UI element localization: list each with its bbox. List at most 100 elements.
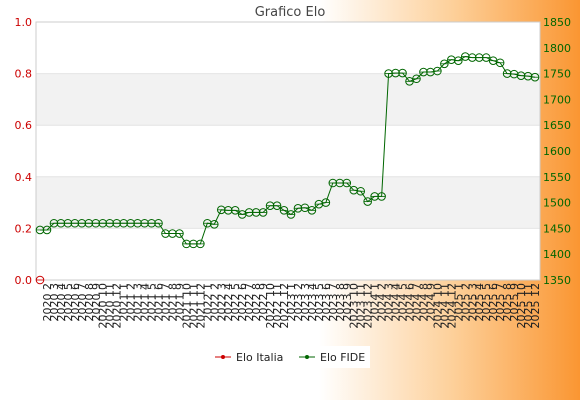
x-tick-label: 2023 12 — [362, 283, 375, 329]
x-tick-label: 2023 2 — [292, 283, 305, 322]
left-tick-label: 0.6 — [15, 119, 33, 132]
x-tick-label: 2020 12 — [111, 283, 124, 329]
x-tick-label: 2023 8 — [334, 283, 347, 322]
x-tick-label: 2025 10 — [515, 283, 528, 329]
legend-box — [210, 346, 370, 368]
x-tick-label: 2022 8 — [250, 283, 263, 322]
x-tick-label: 2024 12 — [445, 283, 458, 329]
x-tick-label: 2022 11 — [271, 283, 284, 329]
x-tick-label: 2022 2 — [208, 283, 221, 322]
x-tick-label: 2023 7 — [327, 283, 340, 322]
x-tick-label: 2024 7 — [410, 283, 423, 322]
x-tick-label: 2024 6 — [404, 283, 417, 322]
x-tick-label: 2024 5 — [397, 283, 410, 322]
x-tick-label: 2021 7 — [159, 283, 172, 322]
grid-bands — [36, 21, 540, 281]
x-tick-label: 2025 11 — [522, 283, 535, 329]
x-tick-label: 2023 3 — [299, 283, 312, 322]
x-tick-label: 2025 9 — [508, 283, 521, 322]
x-tick-label: 2022 10 — [264, 283, 277, 329]
x-tick-label: 2022 5 — [229, 283, 242, 322]
right-tick-label: 1350 — [543, 274, 571, 287]
x-tick-label: 2024 3 — [383, 283, 396, 322]
x-tick-label: 2024 8 — [417, 283, 430, 322]
x-tick-label: 2023 5 — [313, 283, 326, 322]
right-tick-label: 1450 — [543, 222, 571, 235]
left-tick-label: 0.2 — [15, 222, 33, 235]
legend-marker-elo-italia — [221, 355, 225, 359]
x-tick-label: 2022 1 — [201, 283, 214, 322]
x-tick-label: 2020 8 — [83, 283, 96, 322]
right-tick-label: 1550 — [543, 171, 571, 184]
x-tick-label: 2021 8 — [166, 283, 179, 322]
plot-background — [36, 22, 540, 280]
x-tick-label: 2021 12 — [194, 283, 207, 329]
x-tick-label: 2025 5 — [480, 283, 493, 322]
x-tick-label: 2020 10 — [97, 283, 110, 329]
x-tick-label: 2020 2 — [41, 283, 54, 322]
x-tick-label: 2020 5 — [62, 283, 75, 322]
x-tick-label: 2025 7 — [494, 283, 507, 322]
x-tick-label: 2023 6 — [320, 283, 333, 322]
x-tick-label: 2024 11 — [438, 283, 451, 329]
x-tick-label: 2020 3 — [48, 283, 61, 322]
x-tick-label: 2023 11 — [355, 283, 368, 329]
x-tick-label: 2024 2 — [376, 283, 389, 322]
x-tick-label: 2020 9 — [90, 283, 103, 322]
plot-frame — [35, 21, 541, 281]
x-tick-label: 2021 1 — [118, 283, 131, 322]
x-tick-label: 2020 11 — [104, 283, 117, 329]
x-tick-label: 2025 1 — [452, 283, 465, 322]
x-tick-label: 2024 9 — [424, 283, 437, 322]
right-tick-label: 1600 — [543, 145, 571, 158]
x-tick-label: 2021 9 — [173, 283, 186, 322]
right-tick-label: 1400 — [543, 248, 571, 261]
legend-marker-elo-fide — [305, 355, 309, 359]
x-tick-label: 2020 4 — [55, 283, 68, 322]
x-tick-label: 2024 10 — [431, 283, 444, 329]
x-tick-label: 2024 4 — [390, 283, 403, 322]
x-tick-label: 2021 11 — [187, 283, 200, 329]
right-tick-label: 1700 — [543, 93, 571, 106]
x-tick-label: 2021 2 — [125, 283, 138, 322]
x-tick-label: 2023 9 — [341, 283, 354, 322]
right-tick-label: 1500 — [543, 197, 571, 210]
x-tick-label: 2021 4 — [139, 283, 152, 322]
x-tick-label: 2021 3 — [132, 283, 145, 322]
x-tick-label: 2022 6 — [236, 283, 249, 322]
legend-label-elo-italia: Elo Italia — [236, 351, 283, 364]
x-tick-label: 2025 12 — [529, 283, 542, 329]
x-tick-label: 2021 5 — [146, 283, 159, 322]
x-tick-label: 2020 6 — [69, 283, 82, 322]
x-tick-label: 2022 4 — [222, 283, 235, 322]
x-tick-label: 2022 3 — [215, 283, 228, 322]
right-tick-label: 1850 — [543, 16, 571, 29]
right-axis-ticks: 1350 1400 1450 1500 1550 1600 1650 1700 1750 1800… — [543, 16, 571, 287]
x-tick-label: 2025 3 — [466, 283, 479, 322]
series-layer — [35, 52, 540, 285]
left-tick-label: 0.8 — [15, 68, 33, 81]
grid-band-1 — [36, 73, 540, 126]
chart-title: Grafico Elo — [255, 5, 326, 20]
x-tick-label: 2023 4 — [306, 283, 319, 322]
grid-band-0 — [36, 176, 540, 229]
x-tick-label: 2023 1 — [285, 283, 298, 322]
right-tick-label: 1650 — [543, 119, 571, 132]
legend: Elo Italia Elo FIDE — [210, 346, 370, 368]
legend-label-elo-fide: Elo FIDE — [320, 351, 365, 364]
x-tick-label: 2021 10 — [180, 283, 193, 329]
x-tick-label: 2025 6 — [487, 283, 500, 322]
left-tick-label: 0.4 — [15, 171, 33, 184]
x-tick-label: 2025 4 — [473, 283, 486, 322]
x-tick-label: 2025 2 — [459, 283, 472, 322]
left-axis-ticks: 0.0 0.2 0.4 0.6 0.8 1.0 — [15, 16, 33, 287]
x-tick-label: 2023 10 — [348, 283, 361, 329]
x-tick-label: 2022 9 — [257, 283, 270, 322]
right-tick-label: 1800 — [543, 42, 571, 55]
left-tick-label: 1.0 — [15, 16, 33, 29]
x-tick-label: 2025 8 — [501, 283, 514, 322]
x-tick-label: 2020 7 — [76, 283, 89, 322]
left-tick-label: 0.0 — [15, 274, 33, 287]
